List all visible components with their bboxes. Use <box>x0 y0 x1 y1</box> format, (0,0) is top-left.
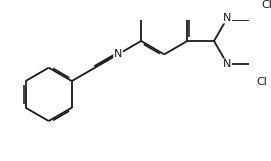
Text: N: N <box>223 59 231 69</box>
Text: N: N <box>114 49 122 59</box>
Text: N: N <box>223 13 231 23</box>
Text: Cl: Cl <box>261 0 271 10</box>
Text: Cl: Cl <box>256 77 267 87</box>
